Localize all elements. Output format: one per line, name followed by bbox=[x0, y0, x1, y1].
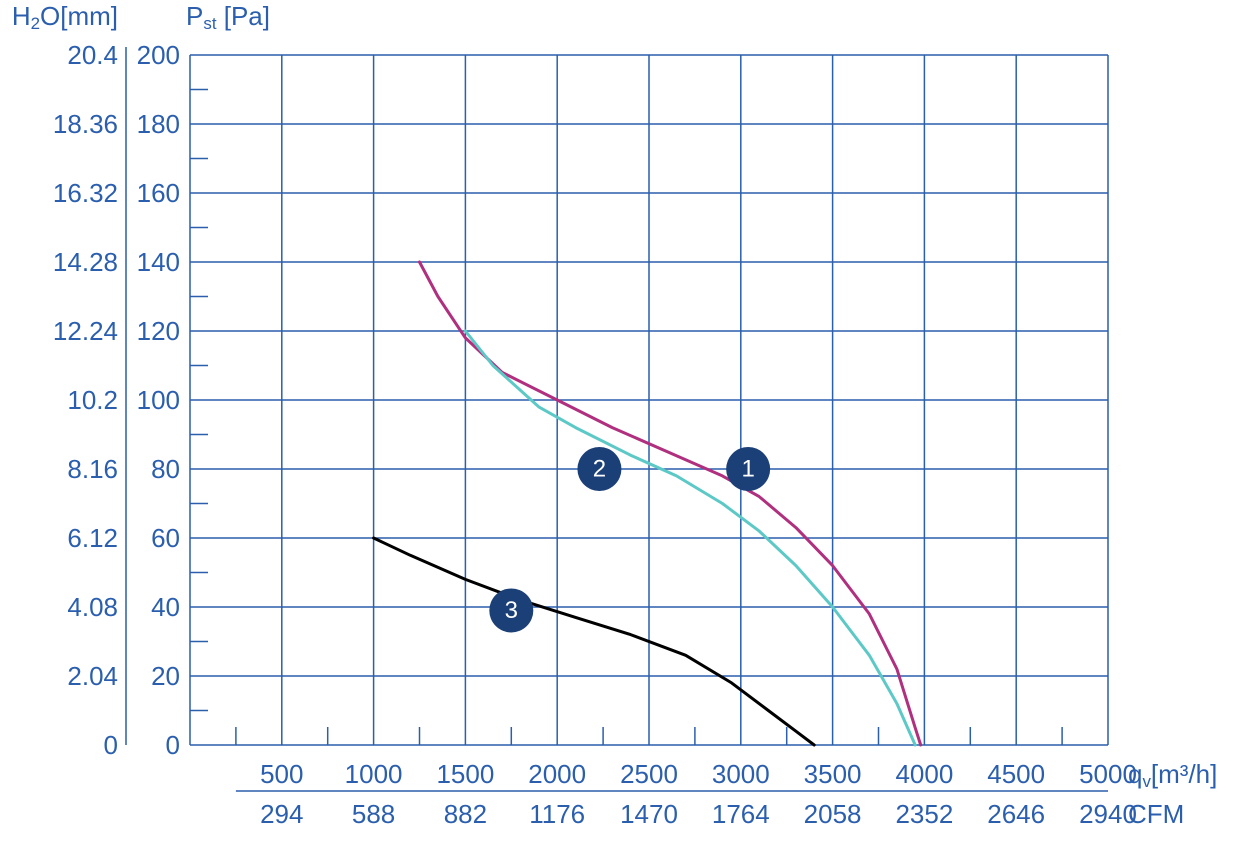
x-tick-label-cfm: 1470 bbox=[620, 799, 678, 829]
y-axis-label-pa: Pst [Pa] bbox=[186, 1, 270, 33]
y-tick-label-h2o: 0 bbox=[104, 730, 118, 760]
y-tick-label-h2o: 10.2 bbox=[67, 385, 118, 415]
y-tick-label-pa: 40 bbox=[151, 592, 180, 622]
y-tick-label-pa: 20 bbox=[151, 661, 180, 691]
x-axis-label-cfm: CFM bbox=[1128, 799, 1184, 829]
y-tick-label-h2o: 6.12 bbox=[67, 523, 118, 553]
chart-svg: 1 2 3 0 0 20 2.04 40 4.08 60 6.12 80 8.16 100 10.2 120 1… bbox=[0, 0, 1248, 867]
x-tick-label-m3h: 3500 bbox=[804, 759, 862, 789]
y-tick-label-pa: 60 bbox=[151, 523, 180, 553]
fan-performance-chart: 1 2 3 0 0 20 2.04 40 4.08 60 6.12 80 8.16 100 10.2 120 1… bbox=[0, 0, 1248, 867]
y-tick-label-pa: 200 bbox=[137, 40, 180, 70]
y-tick-label-pa: 0 bbox=[166, 730, 180, 760]
x-tick-label-cfm: 1764 bbox=[712, 799, 770, 829]
y-tick-label-h2o: 20.4 bbox=[67, 40, 118, 70]
x-tick-label-m3h: 1500 bbox=[436, 759, 494, 789]
y-tick-label-h2o: 14.28 bbox=[53, 247, 118, 277]
x-tick-label-m3h: 3000 bbox=[712, 759, 770, 789]
x-tick-label-cfm: 588 bbox=[352, 799, 395, 829]
y-tick-label-h2o: 12.24 bbox=[53, 316, 118, 346]
series-marker-3: 3 bbox=[489, 588, 533, 632]
y-tick-label-pa: 80 bbox=[151, 454, 180, 484]
series-marker-2: 2 bbox=[577, 447, 621, 491]
x-tick-label-m3h: 4000 bbox=[895, 759, 953, 789]
x-tick-label-cfm: 294 bbox=[260, 799, 303, 829]
y-tick-label-pa: 160 bbox=[137, 178, 180, 208]
x-tick-label-cfm: 2646 bbox=[987, 799, 1045, 829]
x-tick-label-m3h: 500 bbox=[260, 759, 303, 789]
y-axis-label-h2o: H2O[mm] bbox=[12, 1, 118, 33]
series-marker-1: 1 bbox=[726, 447, 770, 491]
y-tick-label-pa: 180 bbox=[137, 109, 180, 139]
x-tick-label-m3h: 2000 bbox=[528, 759, 586, 789]
y-tick-label-h2o: 2.04 bbox=[67, 661, 118, 691]
y-tick-label-h2o: 4.08 bbox=[67, 592, 118, 622]
x-tick-label-cfm: 2058 bbox=[804, 799, 862, 829]
y-tick-label-h2o: 16.32 bbox=[53, 178, 118, 208]
y-tick-label-pa: 120 bbox=[137, 316, 180, 346]
series-marker-label: 2 bbox=[593, 456, 606, 483]
x-tick-label-cfm: 882 bbox=[444, 799, 487, 829]
x-axis-label-qv: qv[m³/h] bbox=[1128, 759, 1217, 791]
y-tick-label-h2o: 18.36 bbox=[53, 109, 118, 139]
series-marker-label: 3 bbox=[505, 597, 518, 624]
x-tick-label-cfm: 2352 bbox=[895, 799, 953, 829]
x-tick-label-m3h: 2500 bbox=[620, 759, 678, 789]
y-tick-label-pa: 100 bbox=[137, 385, 180, 415]
y-tick-label-pa: 140 bbox=[137, 247, 180, 277]
y-tick-label-h2o: 8.16 bbox=[67, 454, 118, 484]
x-tick-label-m3h: 1000 bbox=[345, 759, 403, 789]
x-tick-label-cfm: 1176 bbox=[529, 799, 585, 829]
series-marker-label: 1 bbox=[741, 456, 754, 483]
x-tick-label-m3h: 4500 bbox=[987, 759, 1045, 789]
